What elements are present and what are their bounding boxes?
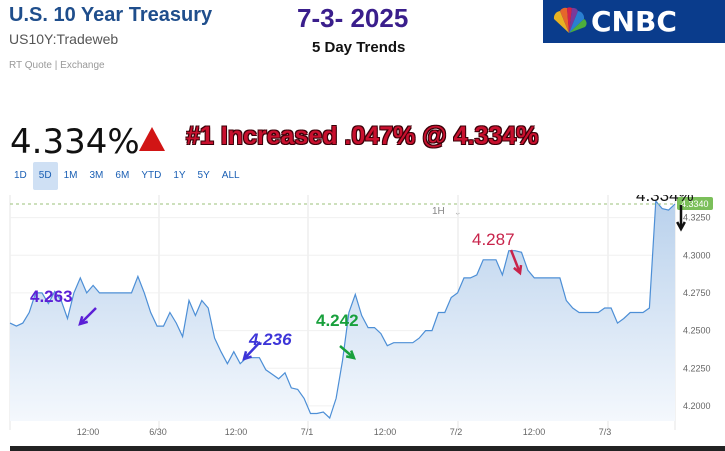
annotation-arrow-head (345, 350, 356, 360)
range-tab-1m[interactable]: 1M (63, 170, 78, 181)
bottom-rule (10, 446, 725, 451)
range-tabs: 1D 5D 1M 3M 6M YTD 1Y 5Y ALL (8, 162, 246, 190)
annotation-arrow-head (242, 350, 252, 361)
cnbc-logo: CNBC (543, 0, 725, 43)
annotation-label: 4.263 (30, 287, 73, 306)
y-tick-label: 4.2500 (683, 326, 711, 336)
x-tick-label: 6/30 (149, 427, 167, 437)
x-tick-label: 7/1 (301, 427, 314, 437)
y-tick-label: 4.3250 (683, 213, 711, 223)
series-line (9, 199, 676, 420)
annotation-arrow-shaft (509, 249, 522, 274)
annotation-arrow-head (78, 315, 89, 326)
annotation-label: 4.242 (316, 311, 359, 330)
x-tick-label: 7/2 (450, 427, 463, 437)
y-tick-label: 4.2000 (683, 401, 711, 411)
x-tick-label: 12:00 (374, 427, 397, 437)
range-tab-5y[interactable]: 5Y (197, 170, 210, 181)
x-tick-label: 12:00 (523, 427, 546, 437)
change-headline: #1 Increased .047% @ 4.334% (186, 122, 539, 150)
y-tick-label: 4.2750 (683, 288, 711, 298)
peacock-icon (553, 6, 587, 33)
date-title: 7-3- 2025 (297, 3, 409, 33)
range-tab-5d[interactable]: 5D (32, 162, 58, 190)
range-tab-6m[interactable]: 6M (115, 170, 130, 181)
interval-select[interactable]: 1H (432, 206, 445, 217)
annotation-label: 4.334% (636, 195, 694, 205)
annotation-label: 4.287 (472, 230, 515, 249)
cnbc-wordmark: CNBC (591, 5, 677, 38)
annotation-arrow-head (513, 264, 523, 276)
quote-source: RT Quote | Exchange (9, 60, 105, 71)
x-tick-label: 7/3 (599, 427, 612, 437)
range-tab-3m[interactable]: 3M (89, 170, 104, 181)
x-tick-label: 12:00 (225, 427, 248, 437)
instrument-symbol: US10Y:Tradeweb (9, 31, 119, 47)
range-tab-1y[interactable]: 1Y (173, 170, 186, 181)
x-tick-label: 12:00 (77, 427, 100, 437)
y-tick-label: 4.3000 (683, 250, 711, 260)
instrument-title: U.S. 10 Year Treasury (9, 4, 213, 26)
yield-chart: 4.3250 4.3000 4.2750 4.2500 4.2250 4.2000 4.33… (9, 195, 713, 437)
annotation-arrow-shaft (339, 345, 355, 359)
y-tick-label: 4.2250 (683, 363, 711, 373)
trend-subtitle: 5 Day Trends (312, 39, 406, 56)
series-area (10, 201, 675, 421)
last-value-label: 4.3340 (681, 199, 709, 209)
range-tab-all[interactable]: ALL (221, 170, 240, 181)
annotation-arrow-head (676, 221, 686, 232)
annotation-arrow-shaft (79, 307, 97, 325)
range-tab-ytd[interactable]: YTD (141, 170, 162, 181)
range-tab-1d[interactable]: 1D (14, 170, 27, 181)
last-value-badge (677, 197, 713, 211)
current-price: 4.334% (10, 122, 140, 162)
annotation-arrow-shaft (243, 341, 261, 360)
up-arrow-icon (139, 127, 165, 151)
